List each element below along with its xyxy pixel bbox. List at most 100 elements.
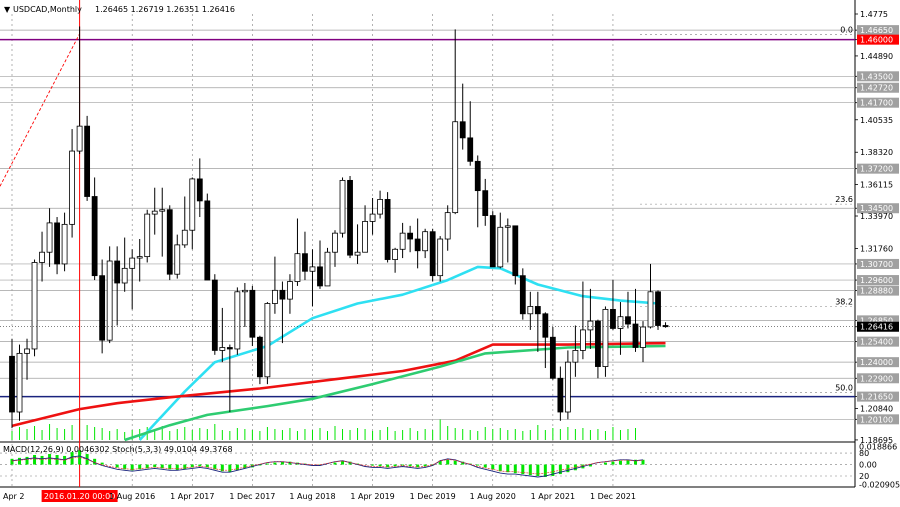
price-label-21: 1.22900 [855, 373, 899, 384]
candle-44 [339, 177, 346, 238]
candle-body-67 [512, 225, 519, 277]
candle-40 [309, 249, 316, 307]
price-box-18 [857, 321, 899, 332]
candle-body-9 [76, 125, 83, 152]
candle-15 [121, 237, 128, 292]
candle-body-40 [309, 266, 316, 272]
price-box-1 [857, 25, 899, 36]
candle-body-2 [24, 348, 30, 354]
price-label-14: 1.30700 [855, 258, 899, 269]
candle-12 [99, 259, 106, 354]
candle-body-62 [474, 160, 481, 192]
time-text-2: 1 Aug 2016 [109, 492, 155, 501]
candle-body-69 [527, 306, 534, 315]
price-label-4: 1.43500 [855, 71, 899, 82]
candle-body-1 [16, 352, 23, 413]
candle-17 [136, 239, 143, 282]
candle-56 [429, 228, 436, 282]
candle-body-32 [249, 289, 256, 338]
price-text-7: 1.40535 [860, 116, 893, 125]
price-text-24: 1.20100 [860, 415, 893, 424]
candle-body-86 [655, 291, 661, 326]
price-label-6: 1.41700 [855, 97, 899, 108]
time-box-1 [41, 490, 118, 502]
price-text-5: 1.42720 [860, 84, 893, 93]
price-label-9: 1.37200 [855, 163, 899, 174]
candle-46 [354, 224, 361, 264]
candle-body-42 [324, 251, 331, 287]
candle-68 [519, 268, 526, 320]
price-box-19 [857, 336, 899, 347]
time-text-3: 1 Apr 2017 [170, 492, 214, 501]
candle-body-68 [519, 275, 526, 315]
candle-body-61 [467, 137, 474, 162]
candle-body-87 [662, 325, 669, 328]
candle-body-19 [151, 210, 158, 215]
price-text-18: 1.26416 [860, 323, 893, 332]
time-label-0: Apr 2 [3, 492, 24, 501]
candle-69 [527, 291, 534, 330]
price-box-14 [857, 258, 899, 269]
candle-body-31 [241, 289, 248, 293]
price-text-15: 1.29600 [860, 276, 893, 285]
price-label-0: 1.4775 [855, 10, 888, 19]
candle-65 [497, 212, 504, 269]
time-text-7: 1 Dec 2019 [410, 492, 456, 501]
price-box-6 [857, 97, 899, 108]
candle-body-84 [640, 326, 646, 348]
candle-11 [91, 177, 98, 281]
candle-body-41 [317, 266, 323, 287]
osc-axis-label-4: 20 [859, 472, 869, 481]
candle-62 [474, 155, 481, 228]
candle-54 [414, 218, 421, 269]
time-text-5: 1 Aug 2018 [289, 492, 335, 501]
price-text-2: 1.46000 [860, 36, 893, 45]
candle-42 [324, 247, 331, 287]
candle-body-77 [587, 320, 594, 331]
candle-26 [204, 193, 211, 281]
candle-9 [76, 26, 83, 154]
time-text-6: 1 Apr 2019 [350, 492, 394, 501]
candle-82 [625, 291, 631, 329]
symbol-arrow-icon[interactable]: ▼ [4, 5, 11, 14]
price-label-17: 1.26850 [855, 315, 899, 326]
candle-body-60 [459, 121, 466, 139]
price-box-9 [857, 163, 899, 174]
price-text-13: 1.31760 [860, 244, 893, 253]
candle-body-78 [595, 320, 601, 367]
candle-body-85 [647, 291, 654, 328]
price-label-11: 1.34500 [855, 203, 899, 214]
candle-body-64 [489, 215, 496, 268]
candle-body-8 [69, 150, 75, 225]
candle-49 [377, 190, 383, 219]
ma-line-0 [138, 265, 659, 441]
candle-body-7 [61, 223, 68, 265]
candle-1 [16, 344, 23, 421]
candle-body-13 [106, 260, 113, 341]
time-label-6: 1 Apr 2019 [350, 492, 394, 501]
candle-41 [317, 240, 323, 289]
candle-48 [369, 197, 376, 235]
candle-66 [504, 218, 511, 263]
price-label-1: 1.46650 [855, 25, 899, 36]
candle-71 [542, 312, 549, 369]
candle-body-73 [557, 377, 564, 413]
time-text-4: 1 Dec 2017 [229, 492, 275, 501]
candle-body-14 [114, 260, 121, 284]
moving-averages [11, 265, 666, 442]
candle-74 [564, 350, 571, 420]
candle-8 [69, 129, 75, 238]
price-text-3: 1.44890 [860, 52, 893, 61]
time-label-8: 1 Aug 2020 [470, 492, 516, 501]
price-box-24 [857, 414, 899, 425]
fib-trend-line [0, 33, 81, 187]
candle-body-58 [444, 212, 451, 240]
price-text-9: 1.37200 [860, 165, 893, 174]
candle-body-65 [497, 226, 504, 268]
candle-32 [249, 285, 256, 347]
candle-body-47 [362, 221, 368, 253]
candle-body-59 [452, 121, 459, 214]
candle-18 [144, 209, 151, 263]
